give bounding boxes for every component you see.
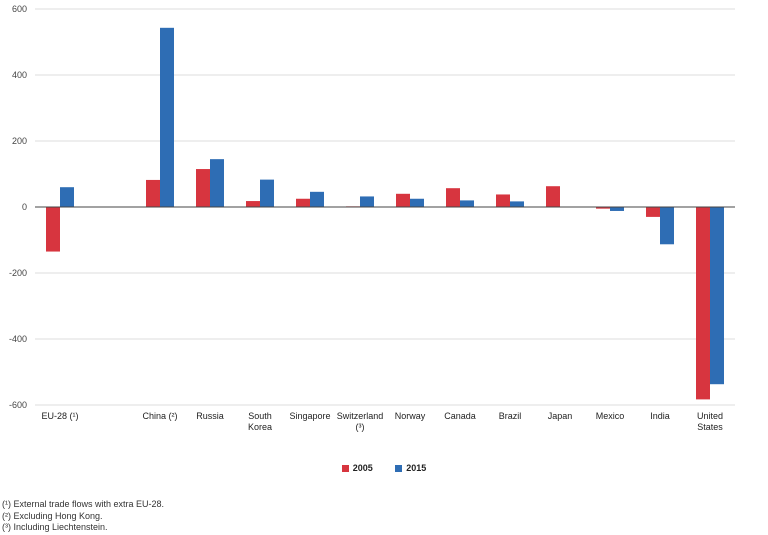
bar-2005 (396, 193, 410, 207)
y-tick-label: 0 (22, 202, 27, 212)
x-category-label: Russia (196, 411, 224, 421)
x-category-label: China (²) (142, 411, 177, 421)
bar-2005 (446, 188, 460, 207)
bar-2015 (310, 191, 324, 207)
bar-2015 (60, 187, 74, 207)
bar-2005 (196, 169, 210, 207)
x-category-label: United (697, 411, 723, 421)
legend: 2005 2015 (0, 463, 768, 474)
x-category-label: Mexico (596, 411, 625, 421)
footnote-1: (¹) External trade flows with extra EU-2… (2, 499, 165, 509)
bars (46, 27, 724, 400)
bar-2015 (610, 207, 624, 211)
bar-2005 (146, 179, 160, 207)
legend-item-2015: 2015 (395, 463, 426, 473)
bar-2015 (660, 207, 674, 245)
bar-2005 (46, 207, 60, 252)
gridlines (35, 8, 735, 406)
bar-2005 (496, 194, 510, 207)
x-category-label: Singapore (289, 411, 330, 421)
footnotes: (¹) External trade flows with extra EU-2… (2, 499, 164, 534)
y-tick-label: 200 (12, 136, 27, 146)
footnote-3: (³) Including Liechtenstein. (2, 522, 108, 532)
x-category-label: EU-28 (¹) (41, 411, 78, 421)
x-category-label: South (248, 411, 272, 421)
legend-label-2015: 2015 (406, 463, 427, 473)
footnote-2: (²) Excluding Hong Kong. (2, 510, 103, 521)
y-tick-label: -200 (9, 268, 27, 278)
bar-2005 (296, 198, 310, 207)
bar-2015 (410, 198, 424, 207)
bar-2005 (646, 207, 660, 217)
legend-item-2005: 2005 (341, 463, 373, 473)
x-category-label: India (650, 411, 670, 421)
bar-2015 (460, 200, 474, 207)
bar-2015 (210, 159, 224, 207)
x-category-label: Brazil (499, 411, 522, 421)
bar-2015 (710, 207, 724, 385)
y-tick-label: 600 (12, 4, 27, 14)
bar-2015 (160, 27, 174, 208)
bar-2015 (260, 179, 274, 207)
x-category-label: Norway (395, 411, 426, 421)
bar-2015 (360, 196, 374, 207)
bar-2005 (596, 207, 610, 209)
x-category-label: (³) (356, 422, 365, 432)
y-tick-label: -400 (9, 334, 27, 344)
bar-2015 (510, 201, 524, 207)
x-category-label: Korea (248, 422, 272, 432)
y-tick-label: 400 (12, 70, 27, 80)
bar-2005 (696, 207, 710, 400)
x-category-label: Canada (444, 411, 476, 421)
x-category-label: Japan (548, 411, 573, 421)
legend-label-2005: 2005 (352, 463, 373, 473)
x-category-label: Switzerland (337, 411, 384, 421)
y-tick-label: -600 (9, 400, 27, 410)
bar-2005 (546, 186, 560, 207)
legend-swatch-2015 (395, 464, 403, 472)
bar-chart: 600 400 200 0 -200 -400 -600 EU-28 (¹) China (²… (9, 4, 735, 432)
legend-swatch-2005 (341, 464, 349, 472)
x-category-label: States (697, 422, 723, 432)
bar-2005 (246, 201, 260, 207)
y-axis-ticks: 600 400 200 0 -200 -400 -600 (9, 4, 27, 410)
